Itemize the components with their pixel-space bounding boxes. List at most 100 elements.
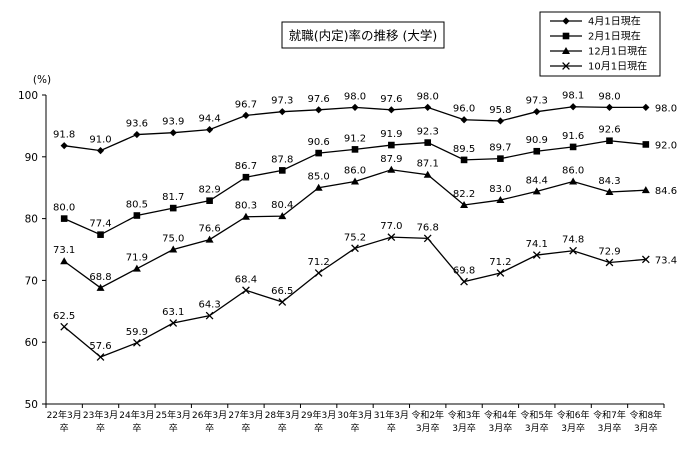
data-label: 98.0	[344, 91, 366, 102]
data-label: 92.0	[655, 140, 677, 151]
x-tick-label: 22年3月卒	[47, 409, 82, 434]
data-point	[133, 212, 141, 219]
series-triangle: 73.1 68.8 71.9 75.0 76.6 80.3 80.4 85.0 86.0 87.9…	[53, 154, 677, 291]
data-label: 86.7	[235, 161, 257, 172]
data-point	[132, 264, 141, 272]
data-label: 76.6	[198, 224, 220, 235]
data-point	[315, 149, 322, 157]
data-point	[387, 233, 396, 241]
data-point	[642, 141, 650, 148]
data-label: 74.1	[526, 239, 548, 250]
data-point	[205, 311, 214, 320]
data-label: 87.8	[271, 154, 293, 165]
data-label: 59.9	[126, 327, 148, 338]
data-point	[96, 147, 105, 155]
data-point	[314, 183, 323, 191]
x-tick-label: 26年3月卒	[192, 409, 227, 434]
data-label: 96.0	[453, 104, 475, 115]
data-label: 98.0	[655, 103, 677, 114]
data-point	[496, 196, 505, 204]
data-label: 89.5	[453, 144, 475, 155]
data-label: 91.8	[53, 130, 75, 141]
x-tick-label: 28年3月卒	[265, 409, 300, 434]
data-point	[387, 106, 395, 114]
data-point	[605, 258, 614, 267]
legend-box	[539, 11, 661, 77]
data-label: 94.4	[198, 114, 220, 125]
data-label: 66.5	[271, 286, 293, 297]
legend-label: 10月1日現在	[588, 61, 647, 73]
data-point	[569, 103, 577, 111]
data-label: 97.6	[308, 94, 330, 105]
data-point	[278, 167, 286, 174]
data-label: 68.8	[89, 272, 111, 283]
chart-title: 就職(内定)率の推移 (大学)	[289, 28, 437, 43]
data-point	[496, 117, 505, 125]
data-point	[496, 269, 505, 277]
series-x: 62.5 57.6 59.9 63.1 64.3 68.4 66.5 71.2 75.2 77.0…	[53, 221, 677, 361]
data-point	[351, 177, 359, 185]
x-tick-label: 31年3月卒	[374, 409, 409, 434]
data-label: 95.8	[489, 105, 511, 116]
data-label: 77.0	[380, 221, 402, 232]
legend: 4月1日現在 2月1日現在 12月1日現在 10月1日現在	[539, 11, 661, 77]
data-point	[169, 129, 177, 137]
data-label: 84.4	[526, 175, 548, 186]
data-point	[605, 103, 614, 111]
series-square: 80.0 77.4 80.5 81.7 82.9 86.7 87.8 90.6 91.2 91.9…	[53, 125, 677, 238]
data-label: 62.5	[53, 311, 75, 322]
data-point	[242, 286, 250, 295]
data-point	[533, 108, 541, 116]
data-point	[642, 103, 650, 111]
data-label: 71.9	[126, 253, 148, 264]
data-point	[169, 245, 178, 253]
data-label: 80.5	[126, 200, 148, 211]
data-point	[133, 130, 141, 139]
data-label: 91.2	[344, 133, 366, 144]
legend-label: 2月1日現在	[588, 31, 641, 43]
data-point	[460, 201, 469, 209]
data-point	[60, 142, 68, 150]
data-label: 90.6	[308, 137, 330, 148]
data-point	[351, 146, 359, 153]
data-label: 74.8	[562, 235, 584, 246]
legend-marker	[562, 32, 570, 40]
data-point	[314, 269, 323, 277]
data-point	[241, 212, 250, 220]
data-point	[205, 126, 214, 134]
data-point	[460, 116, 468, 124]
data-point	[532, 187, 541, 195]
data-point	[278, 108, 286, 116]
data-label: 68.4	[235, 274, 257, 285]
data-label: 75.0	[162, 234, 184, 245]
y-tick-label: 80	[25, 214, 38, 226]
data-point	[569, 246, 577, 255]
data-point	[278, 212, 287, 220]
data-point	[278, 298, 287, 306]
x-tick-label: 27年3月卒	[228, 409, 263, 434]
data-label: 81.7	[162, 192, 184, 203]
data-label: 69.8	[453, 266, 475, 277]
data-label: 82.2	[453, 189, 475, 200]
legend-marker	[562, 47, 570, 54]
data-label: 97.3	[526, 96, 548, 107]
data-label: 76.8	[417, 222, 439, 233]
data-point	[423, 234, 432, 243]
series-diamond: 91.8 91.0 93.6 93.9 94.4 96.7 97.3 97.6 98.0 97.6…	[53, 91, 677, 155]
data-label: 57.6	[89, 341, 111, 352]
series-layer: 91.8 91.0 93.6 93.9 94.4 96.7 97.3 97.6 98.0 97.6…	[53, 91, 677, 361]
data-point	[497, 155, 504, 162]
data-point	[460, 277, 468, 286]
y-tick-label: 50	[25, 399, 38, 411]
x-tick-label: 令和5年 3月卒	[520, 409, 553, 434]
data-point	[97, 231, 104, 238]
x-tick-label: 29年3月卒	[301, 409, 336, 434]
data-point	[533, 147, 541, 155]
data-point	[60, 215, 68, 222]
data-label: 98.0	[598, 91, 620, 102]
data-label: 80.0	[53, 203, 75, 214]
data-point	[532, 251, 541, 259]
x-tick-label: 24年3月卒	[119, 409, 154, 434]
data-point	[605, 188, 614, 196]
